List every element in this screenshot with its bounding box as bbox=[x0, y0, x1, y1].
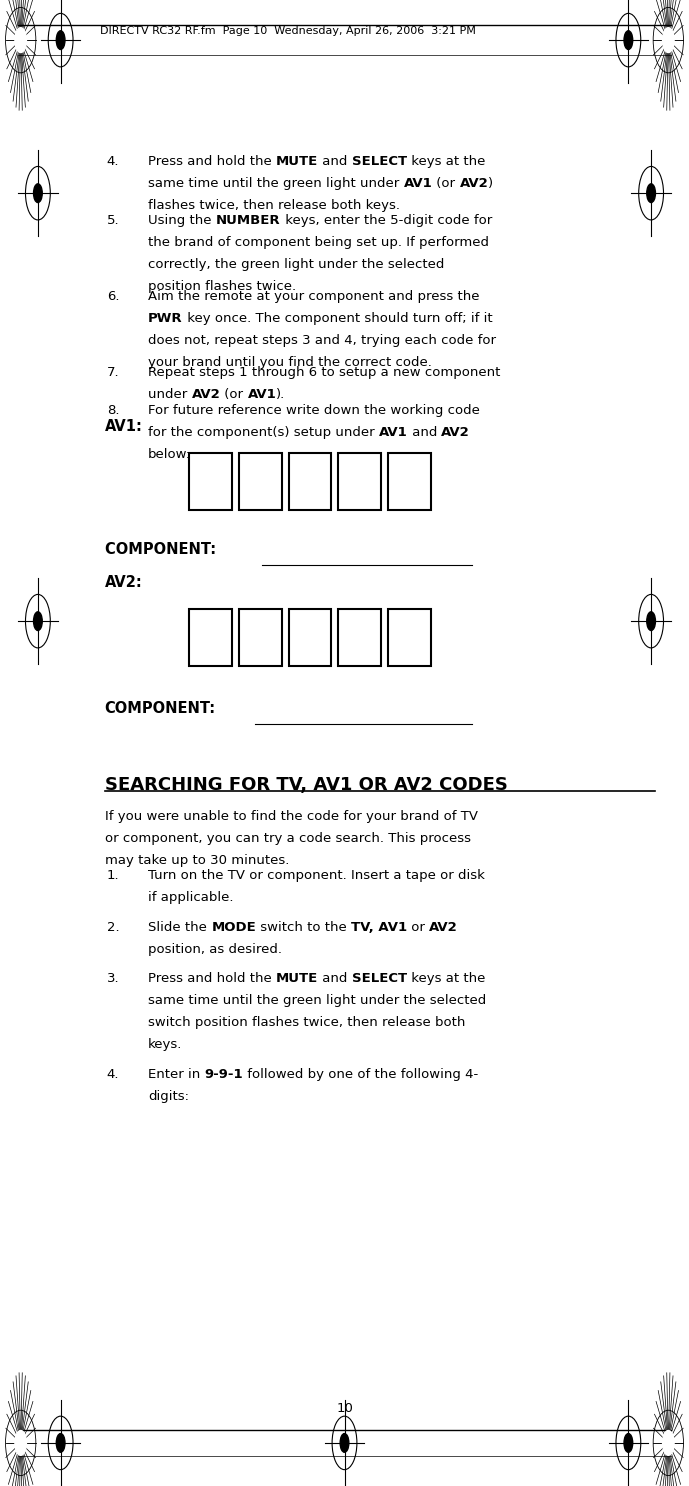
Text: position, as desired.: position, as desired. bbox=[148, 942, 282, 955]
FancyBboxPatch shape bbox=[289, 453, 331, 510]
Text: or component, you can try a code search. This process: or component, you can try a code search.… bbox=[105, 832, 471, 846]
Text: TV, AV1: TV, AV1 bbox=[351, 921, 407, 933]
Text: AV2: AV2 bbox=[429, 921, 458, 933]
Text: For future reference write down the working code: For future reference write down the work… bbox=[148, 404, 480, 418]
Text: 5.: 5. bbox=[107, 214, 119, 227]
FancyBboxPatch shape bbox=[189, 453, 232, 510]
Text: AV1: AV1 bbox=[379, 426, 408, 440]
Text: 7.: 7. bbox=[107, 366, 119, 379]
Text: flashes twice, then release both keys.: flashes twice, then release both keys. bbox=[148, 199, 400, 211]
Text: AV1: AV1 bbox=[404, 177, 433, 190]
Text: digits:: digits: bbox=[148, 1089, 189, 1103]
Text: keys at the: keys at the bbox=[407, 155, 486, 168]
Text: may take up to 30 minutes.: may take up to 30 minutes. bbox=[105, 854, 289, 866]
Circle shape bbox=[663, 1431, 674, 1455]
Text: (or: (or bbox=[220, 388, 247, 401]
Circle shape bbox=[647, 612, 655, 630]
Text: and: and bbox=[318, 155, 352, 168]
Text: under: under bbox=[148, 388, 192, 401]
Text: 6.: 6. bbox=[107, 290, 119, 303]
Text: Slide the: Slide the bbox=[148, 921, 212, 933]
Text: MUTE: MUTE bbox=[276, 155, 318, 168]
Circle shape bbox=[624, 31, 633, 49]
Text: keys at the: keys at the bbox=[407, 972, 486, 985]
Text: followed by one of the following 4-: followed by one of the following 4- bbox=[243, 1067, 478, 1080]
Text: same time until the green light under the selected: same time until the green light under th… bbox=[148, 994, 486, 1008]
Text: SELECT: SELECT bbox=[352, 972, 407, 985]
Text: ): ) bbox=[489, 177, 493, 190]
Circle shape bbox=[56, 31, 65, 49]
Text: 8.: 8. bbox=[107, 404, 119, 418]
Text: correctly, the green light under the selected: correctly, the green light under the sel… bbox=[148, 259, 444, 270]
FancyBboxPatch shape bbox=[388, 453, 431, 510]
Circle shape bbox=[56, 1434, 65, 1452]
Text: 1.: 1. bbox=[107, 869, 119, 883]
Circle shape bbox=[663, 28, 674, 52]
Text: AV2: AV2 bbox=[460, 177, 489, 190]
Text: and: and bbox=[408, 426, 442, 440]
Text: does not, repeat steps 3 and 4, trying each code for: does not, repeat steps 3 and 4, trying e… bbox=[148, 334, 496, 346]
Text: switch position flashes twice, then release both: switch position flashes twice, then rele… bbox=[148, 1016, 466, 1030]
Text: below:: below: bbox=[148, 449, 192, 461]
Text: Repeat steps 1 through 6 to setup a new component: Repeat steps 1 through 6 to setup a new … bbox=[148, 366, 500, 379]
Circle shape bbox=[34, 612, 42, 630]
Text: AV1:: AV1: bbox=[105, 419, 143, 434]
Text: if applicable.: if applicable. bbox=[148, 892, 234, 905]
Text: the brand of component being set up. If performed: the brand of component being set up. If … bbox=[148, 236, 489, 250]
Text: 9-9-1: 9-9-1 bbox=[205, 1067, 243, 1080]
Circle shape bbox=[624, 1434, 633, 1452]
FancyBboxPatch shape bbox=[189, 609, 232, 666]
Text: (or: (or bbox=[433, 177, 460, 190]
Text: MODE: MODE bbox=[212, 921, 256, 933]
Text: SELECT: SELECT bbox=[352, 155, 407, 168]
Text: Enter in: Enter in bbox=[148, 1067, 205, 1080]
Text: position flashes twice.: position flashes twice. bbox=[148, 279, 296, 293]
Text: AV2: AV2 bbox=[192, 388, 220, 401]
Text: NUMBER: NUMBER bbox=[216, 214, 280, 227]
Text: MUTE: MUTE bbox=[276, 972, 318, 985]
Text: Using the: Using the bbox=[148, 214, 216, 227]
Text: 2.: 2. bbox=[107, 921, 119, 933]
Text: 3.: 3. bbox=[107, 972, 119, 985]
Text: your brand until you find the correct code.: your brand until you find the correct co… bbox=[148, 355, 432, 369]
Text: key once. The component should turn off; if it: key once. The component should turn off;… bbox=[183, 312, 493, 325]
Text: 10: 10 bbox=[336, 1403, 353, 1415]
Text: If you were unable to find the code for your brand of TV: If you were unable to find the code for … bbox=[105, 810, 477, 823]
Text: same time until the green light under: same time until the green light under bbox=[148, 177, 404, 190]
Circle shape bbox=[34, 184, 42, 202]
FancyBboxPatch shape bbox=[289, 609, 331, 666]
Text: Press and hold the: Press and hold the bbox=[148, 972, 276, 985]
Text: COMPONENT:: COMPONENT: bbox=[105, 542, 221, 557]
Text: 4.: 4. bbox=[107, 155, 119, 168]
Text: AV2: AV2 bbox=[442, 426, 470, 440]
Circle shape bbox=[15, 1431, 26, 1455]
Text: Press and hold the: Press and hold the bbox=[148, 155, 276, 168]
Text: PWR: PWR bbox=[148, 312, 183, 325]
Text: or: or bbox=[407, 921, 429, 933]
Text: and: and bbox=[318, 972, 352, 985]
Text: SEARCHING FOR TV, AV1 OR AV2 CODES: SEARCHING FOR TV, AV1 OR AV2 CODES bbox=[105, 776, 508, 794]
Text: Aim the remote at your component and press the: Aim the remote at your component and pre… bbox=[148, 290, 480, 303]
Text: COMPONENT:: COMPONENT: bbox=[105, 701, 216, 716]
FancyBboxPatch shape bbox=[338, 609, 381, 666]
Text: ).: ). bbox=[276, 388, 286, 401]
Text: for the component(s) setup under: for the component(s) setup under bbox=[148, 426, 379, 440]
Text: switch to the: switch to the bbox=[256, 921, 351, 933]
FancyBboxPatch shape bbox=[388, 609, 431, 666]
Text: AV1: AV1 bbox=[247, 388, 276, 401]
Text: keys, enter the 5-digit code for: keys, enter the 5-digit code for bbox=[280, 214, 492, 227]
Text: Turn on the TV or component. Insert a tape or disk: Turn on the TV or component. Insert a ta… bbox=[148, 869, 485, 883]
FancyBboxPatch shape bbox=[239, 609, 282, 666]
Circle shape bbox=[647, 184, 655, 202]
Circle shape bbox=[15, 28, 26, 52]
FancyBboxPatch shape bbox=[239, 453, 282, 510]
Text: AV2:: AV2: bbox=[105, 575, 143, 590]
Text: keys.: keys. bbox=[148, 1039, 183, 1051]
Circle shape bbox=[340, 1434, 349, 1452]
FancyBboxPatch shape bbox=[338, 453, 381, 510]
Text: 4.: 4. bbox=[107, 1067, 119, 1080]
Text: DIRECTV RC32 RF.fm  Page 10  Wednesday, April 26, 2006  3:21 PM: DIRECTV RC32 RF.fm Page 10 Wednesday, Ap… bbox=[100, 27, 476, 36]
